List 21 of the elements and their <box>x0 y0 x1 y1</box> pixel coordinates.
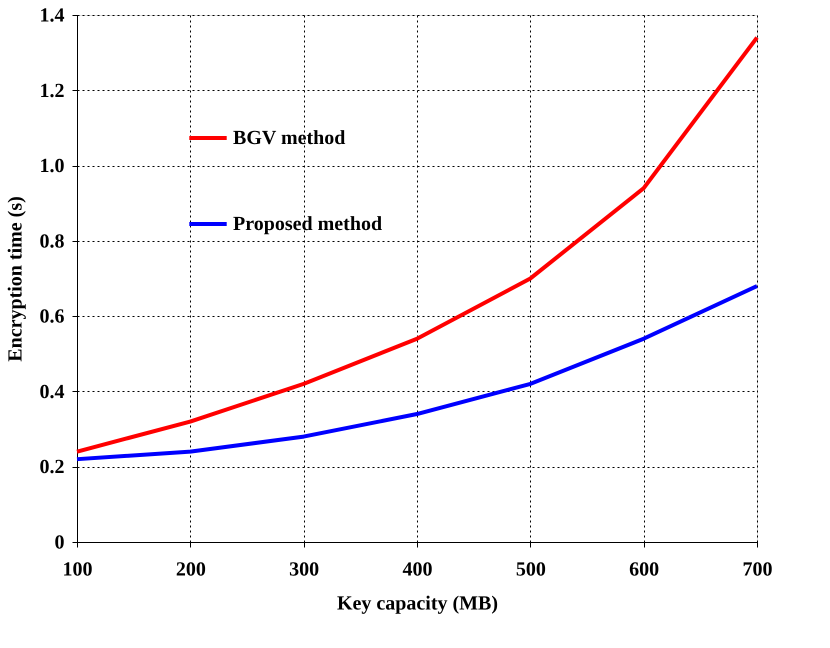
legend-label: BGV method <box>233 127 346 149</box>
x-tick-label: 300 <box>289 558 320 580</box>
y-axis-title: Encryption time (s) <box>4 196 26 362</box>
x-tick-label: 400 <box>402 558 432 580</box>
line-series <box>75 284 759 462</box>
line-series <box>75 36 759 454</box>
legend-label: Proposed method <box>233 213 382 235</box>
y-tick-label: 0.8 <box>40 230 64 252</box>
x-tick-label: 500 <box>516 558 546 580</box>
y-tick-label: 1.4 <box>40 4 64 26</box>
x-tick-label: 700 <box>742 558 772 580</box>
y-tick-label: 0.6 <box>40 306 64 328</box>
y-tick-label: 0.2 <box>40 456 64 478</box>
y-tick-label: 1.2 <box>40 80 64 102</box>
y-tick-label: 1.0 <box>40 155 64 178</box>
x-tick-label: 600 <box>629 558 660 580</box>
x-tick-label: 100 <box>62 558 92 580</box>
y-tick-label: 0.4 <box>40 380 64 403</box>
x-tick-label: 200 <box>176 558 206 580</box>
x-axis-title: Key capacity (MB) <box>336 592 498 614</box>
y-tick-label: 0 <box>54 532 64 554</box>
